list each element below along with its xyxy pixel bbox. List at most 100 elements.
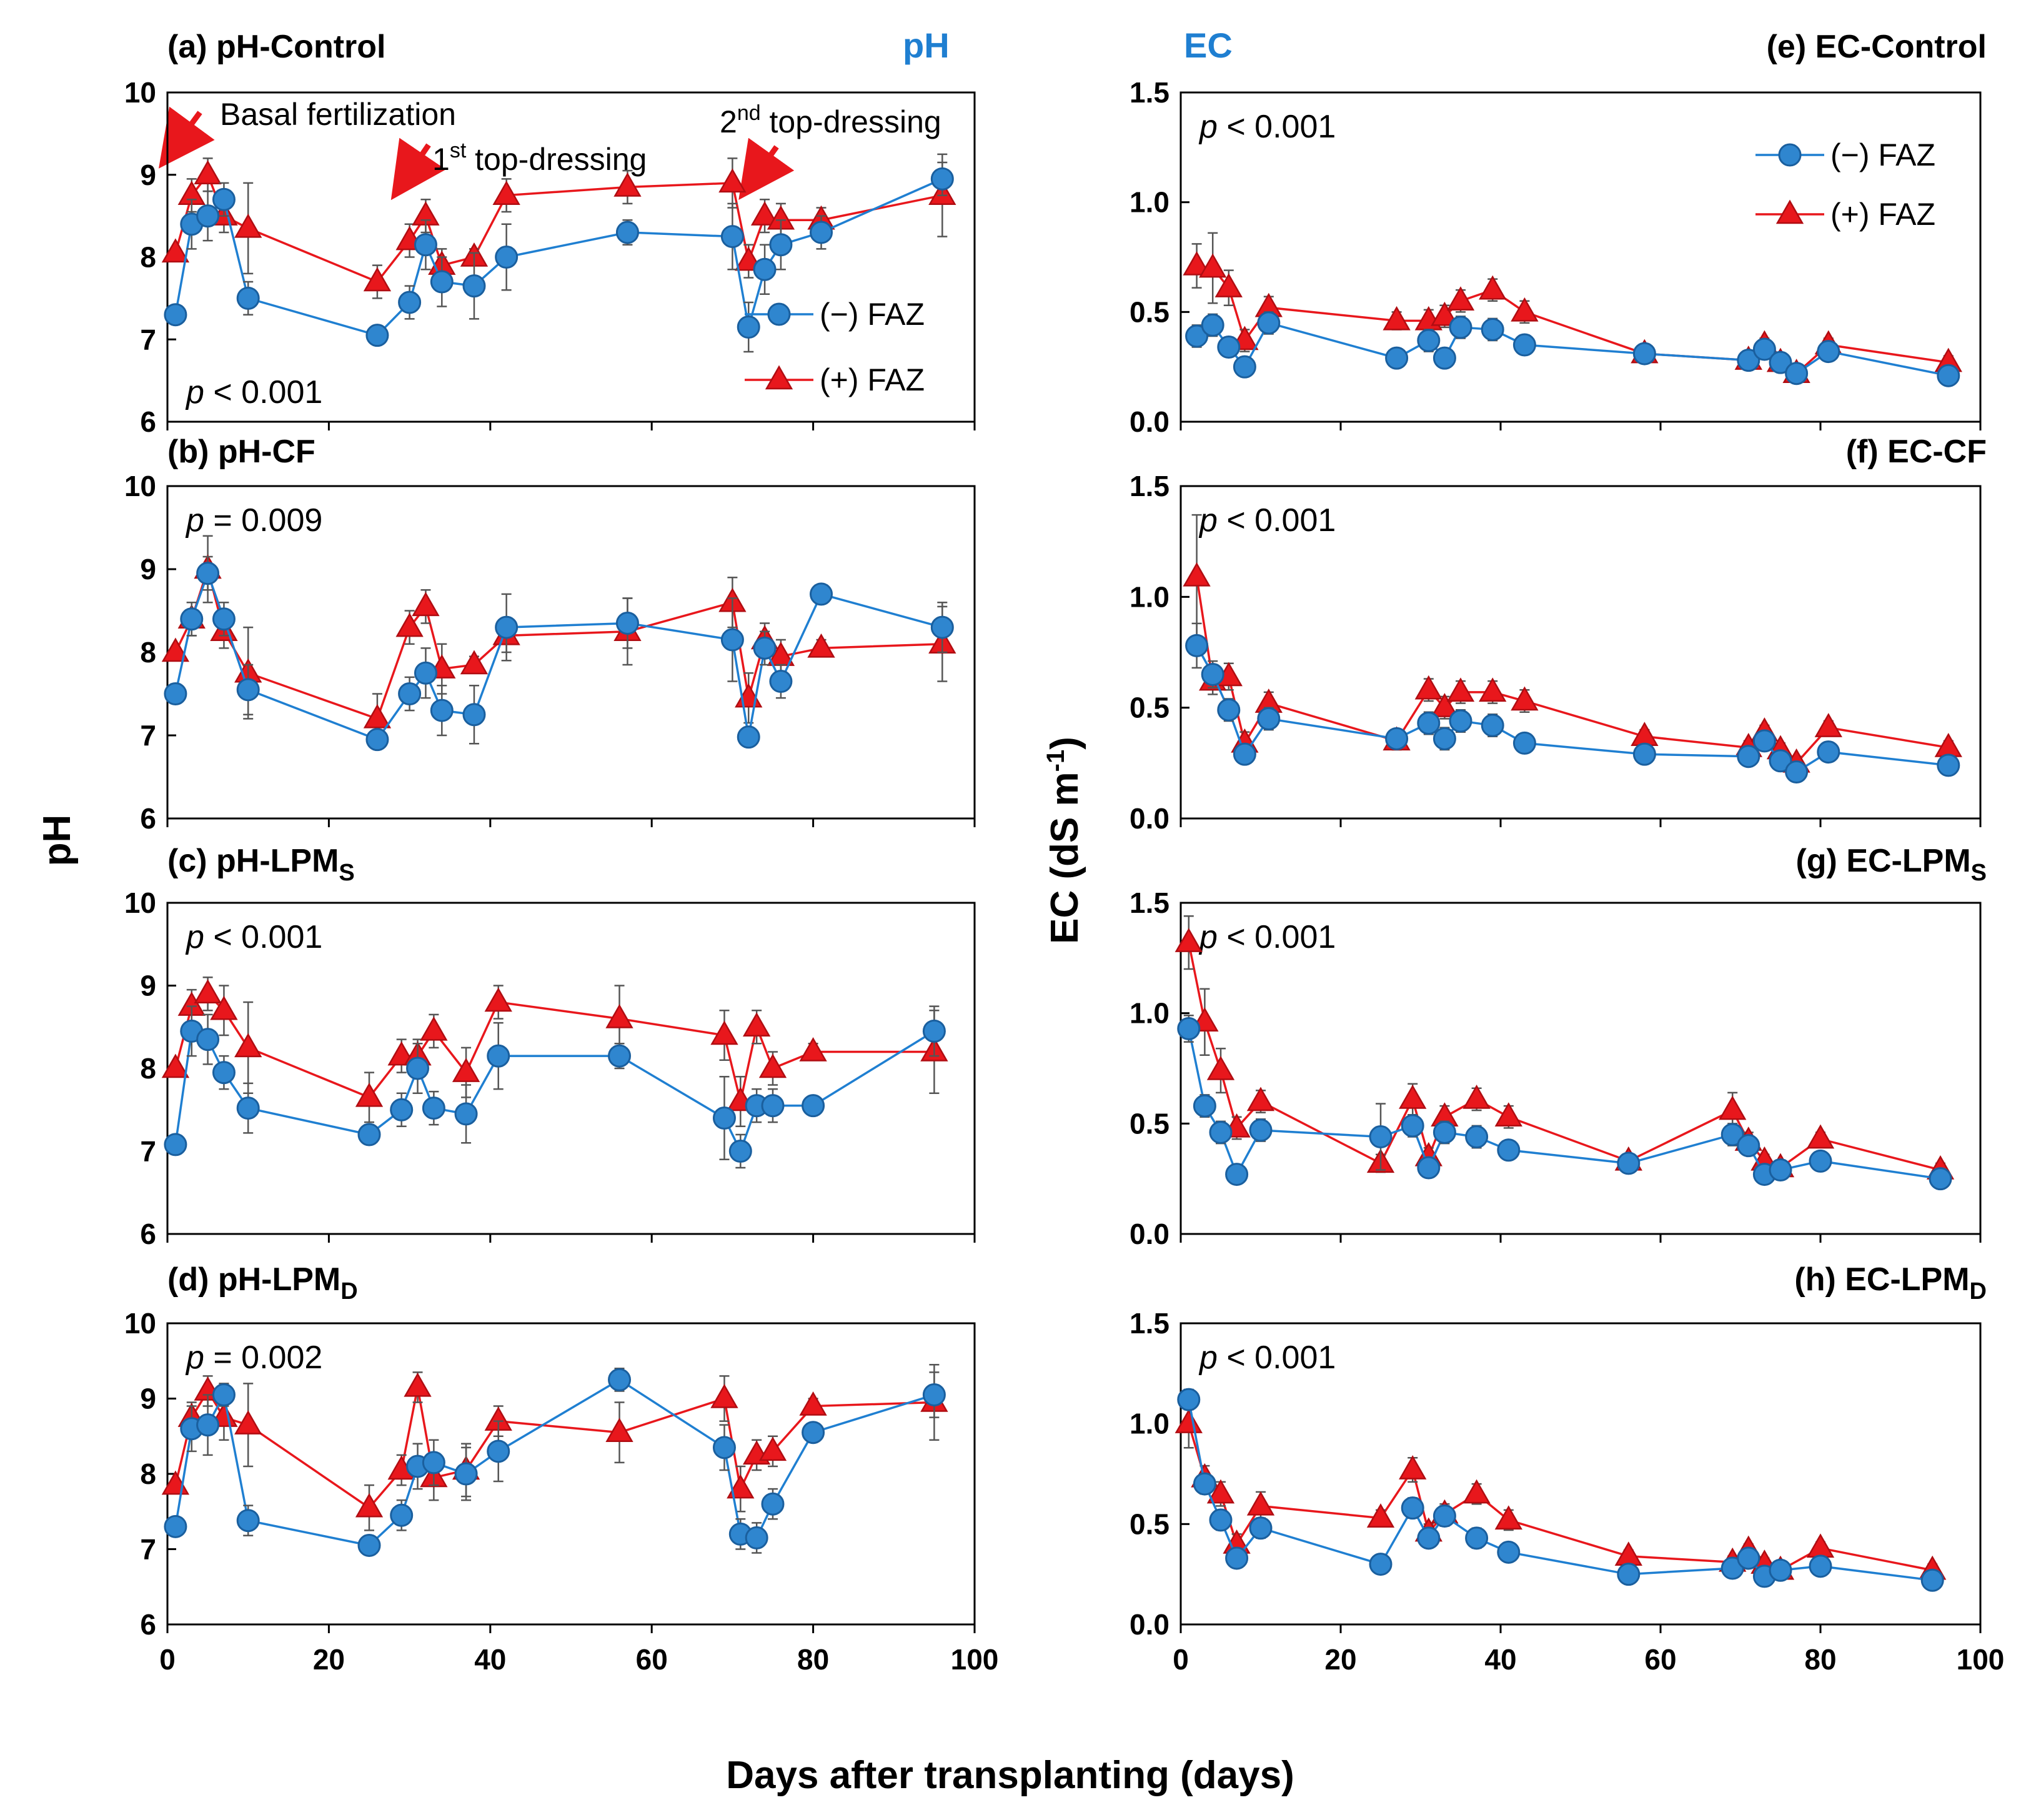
point-neg-faz bbox=[930, 615, 954, 639]
point-pos-faz bbox=[420, 1016, 448, 1041]
point-pos-faz bbox=[194, 160, 222, 184]
point-neg-faz bbox=[422, 1451, 445, 1474]
point-neg-faz bbox=[1737, 745, 1760, 768]
point-neg-faz bbox=[1512, 333, 1536, 357]
y-tick-label: 10 bbox=[124, 76, 156, 109]
point-neg-faz bbox=[1225, 1163, 1249, 1186]
point-pos-faz bbox=[452, 1058, 480, 1082]
legend-marker-neg bbox=[1778, 143, 1802, 167]
series-neg-faz bbox=[1177, 1014, 1952, 1191]
column-label-ph: pH bbox=[903, 26, 950, 65]
point-neg-faz bbox=[615, 221, 639, 244]
point-neg-faz bbox=[1249, 1118, 1273, 1142]
point-neg-faz bbox=[1929, 1167, 1952, 1191]
point-pos-faz bbox=[758, 1436, 787, 1461]
point-neg-faz bbox=[720, 628, 744, 652]
y-tick-label: 6 bbox=[140, 405, 156, 438]
annotations: Basal fertilization 1st top-dressing 2nd… bbox=[159, 97, 941, 201]
p-value: p < 0.001 bbox=[1198, 109, 1336, 145]
panel-b: 6 7 8 9 10 (b) pH-CF p = 0.009 bbox=[124, 434, 976, 835]
point-neg-faz bbox=[753, 257, 777, 281]
first-superscript: st bbox=[450, 139, 467, 162]
point-neg-faz bbox=[180, 607, 204, 631]
point-neg-faz bbox=[1201, 313, 1224, 337]
point-neg-faz bbox=[1369, 1125, 1393, 1149]
point-neg-faz bbox=[196, 1413, 220, 1437]
y-tick-label: 1.0 bbox=[1130, 997, 1169, 1030]
x-tick-label: 0 bbox=[159, 1643, 176, 1676]
point-neg-faz bbox=[1737, 1134, 1760, 1158]
point-neg-faz bbox=[1752, 729, 1776, 753]
point-neg-faz bbox=[1617, 1151, 1641, 1175]
point-neg-faz bbox=[357, 1533, 381, 1557]
series-pos-faz bbox=[161, 535, 956, 745]
point-neg-faz bbox=[1177, 1017, 1201, 1040]
column-label-ec: EC bbox=[1184, 26, 1233, 65]
x-tick-label: 0 bbox=[1173, 1643, 1189, 1676]
plot-frame bbox=[1179, 902, 1982, 1235]
point-neg-faz bbox=[212, 1383, 236, 1406]
series-neg-faz bbox=[1185, 622, 1960, 784]
point-neg-faz bbox=[615, 611, 639, 635]
legend-label-pos: (+) FAZ bbox=[1830, 197, 1935, 232]
point-pos-faz bbox=[1806, 1533, 1835, 1558]
point-neg-faz bbox=[1449, 316, 1472, 339]
panel-title: (d) pH-LPMD bbox=[167, 1261, 358, 1305]
legend-label-neg: (−) FAZ bbox=[1830, 137, 1935, 172]
point-pos-faz bbox=[1206, 1479, 1235, 1504]
y-tick-label: 8 bbox=[140, 636, 156, 669]
y-tick-label: 7 bbox=[140, 1533, 156, 1566]
p-value: p < 0.001 bbox=[185, 919, 322, 955]
point-neg-faz bbox=[212, 187, 236, 211]
y-tick-label: 10 bbox=[124, 470, 156, 502]
point-neg-faz bbox=[365, 728, 389, 752]
point-pos-faz bbox=[1214, 273, 1243, 297]
point-neg-faz bbox=[1497, 1138, 1521, 1162]
point-neg-faz bbox=[1233, 742, 1256, 766]
point-pos-faz bbox=[1494, 1102, 1522, 1126]
y-tick-label: 6 bbox=[140, 802, 156, 835]
point-pos-faz bbox=[460, 650, 489, 675]
point-neg-faz bbox=[1937, 364, 1960, 387]
point-neg-faz bbox=[1209, 1508, 1233, 1532]
point-neg-faz bbox=[236, 1096, 260, 1120]
point-pos-faz bbox=[363, 704, 392, 728]
point-pos-faz bbox=[1479, 677, 1507, 702]
point-pos-faz bbox=[799, 1391, 827, 1416]
p-value: p = 0.009 bbox=[185, 502, 322, 539]
point-neg-faz bbox=[1481, 714, 1504, 737]
x-axis-label: Days after transplanting (days) bbox=[726, 1754, 1294, 1797]
point-neg-faz bbox=[712, 1106, 736, 1130]
point-neg-faz bbox=[1417, 329, 1441, 352]
point-neg-faz bbox=[196, 1028, 220, 1052]
y-tick-label: 0.0 bbox=[1130, 1218, 1169, 1250]
point-neg-faz bbox=[1401, 1496, 1424, 1520]
x-tick-label: 80 bbox=[1804, 1643, 1836, 1676]
point-neg-faz bbox=[365, 324, 389, 347]
panel-h: 0.0 0.5 1.0 1.5 0 20 40 60 80 100 (h) EC-LPMD p < 0… bbox=[1130, 1261, 2004, 1676]
x-tick-label: 60 bbox=[636, 1643, 668, 1676]
point-pos-faz bbox=[1479, 275, 1507, 300]
panel-title: (a) pH-Control bbox=[167, 29, 385, 65]
point-neg-faz bbox=[495, 246, 519, 269]
series-pos-faz bbox=[1183, 232, 1962, 383]
point-pos-faz bbox=[1383, 306, 1411, 331]
y-axis-label-ec: EC (dS m-1) bbox=[1042, 737, 1086, 944]
point-neg-faz bbox=[761, 1094, 785, 1118]
point-neg-faz bbox=[406, 1057, 430, 1080]
point-neg-faz bbox=[487, 1044, 510, 1068]
series-pos-faz bbox=[1174, 1398, 1947, 1580]
point-neg-faz bbox=[737, 725, 760, 749]
point-pos-faz bbox=[605, 1418, 633, 1442]
point-neg-faz bbox=[1185, 634, 1209, 657]
y-tick-label: 9 bbox=[140, 970, 156, 1002]
point-pos-faz bbox=[1462, 1479, 1491, 1504]
y-tick-label: 9 bbox=[140, 553, 156, 585]
plot-frame bbox=[1179, 485, 1982, 820]
point-neg-faz bbox=[1433, 727, 1456, 750]
arrow-second-top-dressing bbox=[738, 137, 795, 200]
point-neg-faz bbox=[1209, 1120, 1233, 1144]
point-neg-faz bbox=[1257, 707, 1281, 730]
point-neg-faz bbox=[1385, 346, 1409, 370]
point-pos-faz bbox=[1399, 1084, 1427, 1109]
